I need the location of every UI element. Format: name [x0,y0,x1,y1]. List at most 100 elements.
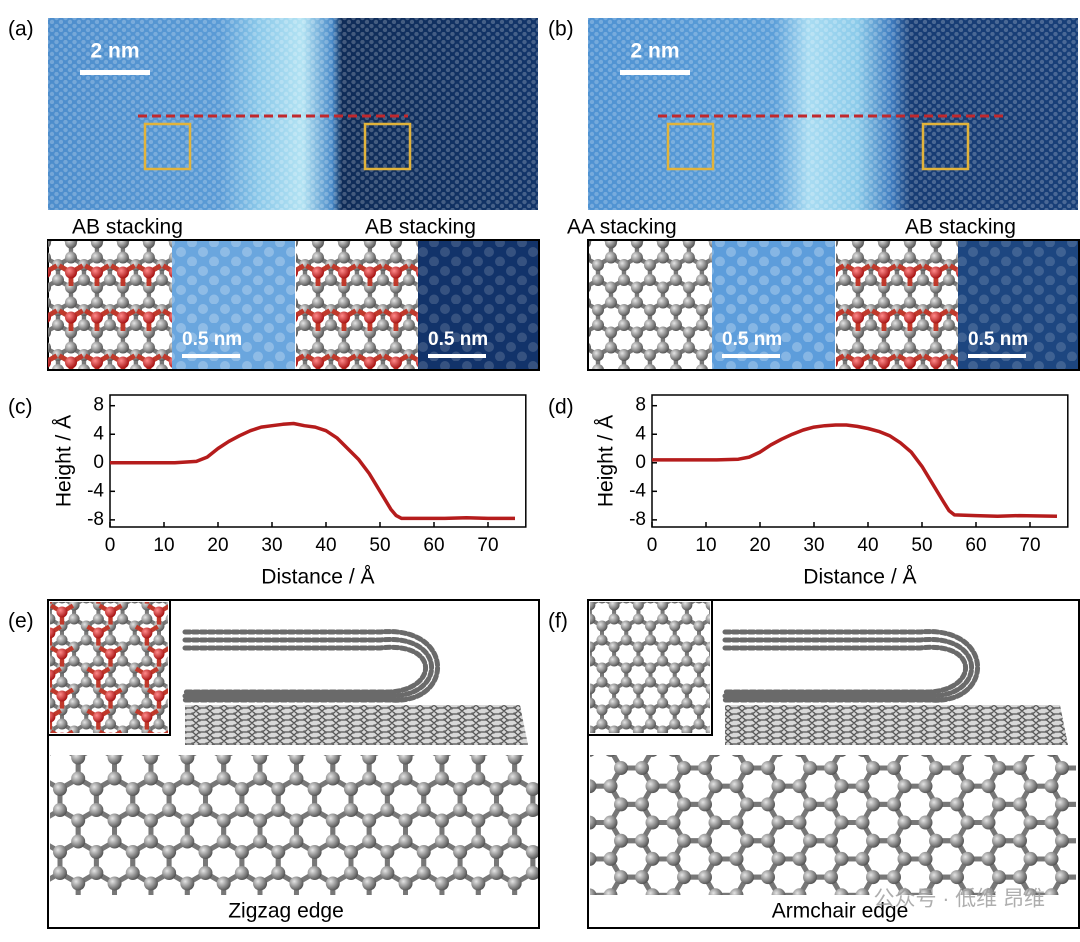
atom [617,319,630,331]
atom [68,655,80,667]
atom [116,341,129,354]
atom [415,297,418,308]
bond [311,241,325,245]
atom [918,815,933,830]
atom [351,364,363,369]
atom [592,259,604,271]
atom [415,342,418,353]
atom [415,327,418,338]
atom [792,851,807,866]
atom [434,876,449,891]
atom [507,876,522,891]
atom [677,761,691,775]
x-tick-label: 50 [911,535,932,556]
bond [590,891,593,895]
atom [866,870,880,885]
atom [657,683,669,695]
atom [929,241,942,249]
atom [878,372,890,384]
atom [562,740,576,754]
atom [64,251,77,264]
atom [253,834,268,849]
atom [168,342,172,353]
atom [71,813,86,828]
atom [129,579,140,590]
atom [198,782,213,796]
atom [604,251,617,264]
atom [489,845,504,859]
structure [296,241,418,384]
atom [708,815,723,830]
bond [48,353,58,364]
atom [169,372,181,384]
bond [949,263,958,274]
atom [597,579,608,590]
atom [125,845,140,859]
atom [851,241,864,249]
atom [826,372,838,384]
atom [572,797,586,811]
atom [343,803,358,817]
atom [57,579,68,590]
atom [864,274,877,286]
scale-bar [428,354,486,358]
scale-bar [620,70,690,75]
atom [590,602,596,611]
atom [1013,761,1027,775]
atom [584,572,595,583]
atom [644,676,656,688]
atom [296,298,299,307]
atom [632,602,644,611]
atom [129,718,141,730]
bond [728,213,754,243]
atom [143,755,158,765]
atom [390,372,402,384]
atom [155,274,168,286]
atom [705,697,710,709]
atom [311,326,324,339]
atom [311,266,324,279]
atom [141,697,153,709]
atom [608,613,620,625]
atom [698,797,712,812]
atom [705,602,710,611]
atom [836,328,839,337]
atom [698,761,712,775]
atom [899,755,910,757]
atom [748,214,760,226]
y-axis-label: Height / Å [595,415,618,507]
bond [820,221,832,228]
atom [955,267,958,278]
atom [89,866,104,880]
atom [156,364,168,369]
bond [50,686,52,706]
atom [955,357,958,368]
atom [981,851,996,866]
bond [551,873,587,915]
atom [507,771,522,786]
atom [202,579,213,590]
atom [705,683,710,695]
atom [918,851,933,866]
y-tick-label: -8 [87,509,104,530]
atom [337,341,350,354]
atom [35,751,49,765]
atom [376,319,389,331]
atom [363,326,376,339]
atom [929,341,942,354]
atom [1013,870,1027,885]
atom [851,266,864,279]
atom [955,282,958,293]
atom [91,372,103,384]
atom [389,326,402,339]
panel-label: (c) [8,396,33,419]
atom [64,281,77,294]
y-tick-label: 8 [635,395,646,416]
bond [337,241,351,245]
inset-frame [587,599,713,736]
atom [166,572,177,583]
atom [182,214,194,226]
atom [929,356,942,369]
atom [630,241,643,249]
atom [708,281,713,294]
